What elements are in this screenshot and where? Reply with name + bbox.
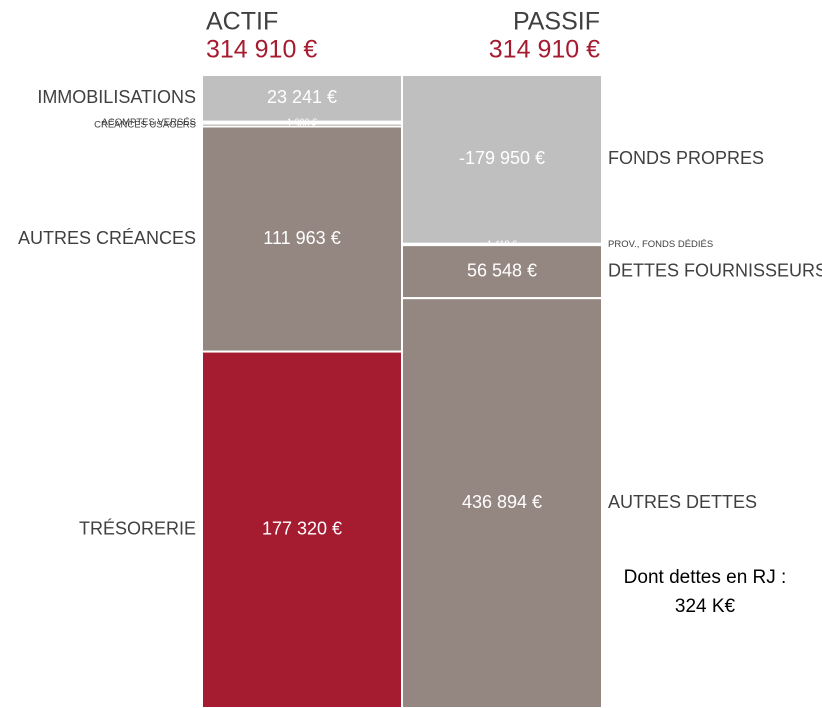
segment: [401, 74, 603, 245]
segment: [201, 350, 403, 708]
segment: [401, 244, 603, 300]
segment: [201, 125, 403, 353]
value-label: 1 418 €: [487, 239, 517, 249]
value-label: 1 386 €: [287, 119, 317, 129]
value-label: 56 548 €: [467, 260, 537, 280]
value-label: 23 241 €: [267, 87, 337, 107]
annotation: 324 K€: [675, 596, 736, 617]
value-label: 1 000 €: [287, 117, 317, 127]
column-total: 314 910 €: [489, 36, 600, 64]
column-title: PASSIF: [513, 8, 600, 36]
segment: [201, 74, 403, 123]
segment-label: CRÉANCES USAGERS: [94, 120, 196, 131]
segment-label: FONDS PROPRES: [608, 148, 764, 168]
segment-label: AUTRES CRÉANCES: [18, 228, 196, 248]
column-title: ACTIF: [206, 8, 278, 36]
segment-label: IMMOBILISATIONS: [37, 87, 196, 107]
segment: [401, 297, 603, 708]
value-label: 111 963 €: [263, 228, 340, 248]
segment-label: ACOMPTES VERSÉS: [102, 117, 197, 128]
segment-label: PROV., FONDS DÉDIÉS: [608, 239, 713, 250]
annotation: Dont dettes en RJ :: [624, 567, 787, 588]
segment-label: TRÉSORERIE: [79, 519, 196, 539]
value-label: -179 950 €: [459, 148, 545, 168]
value-label: 436 894 €: [462, 492, 542, 512]
value-label: 177 320 €: [262, 519, 342, 539]
column-total: 314 910 €: [206, 36, 317, 64]
segment-label: AUTRES DETTES: [608, 492, 757, 512]
segment-label: DETTES FOURNISSEURS: [608, 260, 822, 280]
